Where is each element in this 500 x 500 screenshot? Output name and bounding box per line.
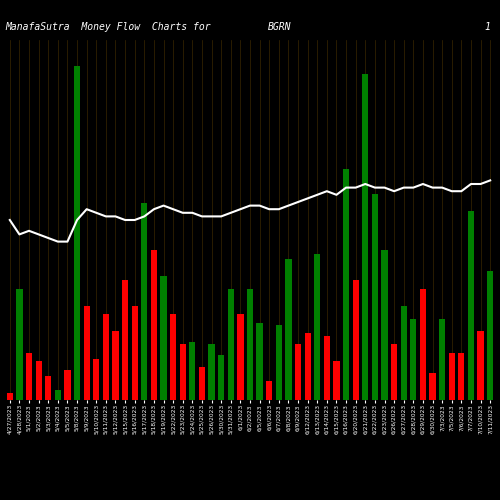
Bar — [430, 372, 436, 400]
Bar — [247, 288, 253, 400]
Bar — [391, 344, 397, 400]
Bar — [180, 344, 186, 400]
Bar — [468, 212, 474, 400]
Text: BGRN: BGRN — [268, 22, 292, 32]
Bar — [314, 254, 320, 400]
Bar — [256, 323, 262, 400]
Bar — [362, 74, 368, 400]
Bar — [93, 359, 100, 400]
Bar — [324, 336, 330, 400]
Bar — [54, 390, 61, 400]
Bar — [141, 203, 148, 400]
Bar — [132, 306, 138, 400]
Bar — [238, 314, 244, 400]
Bar — [199, 368, 205, 400]
Bar — [478, 332, 484, 400]
Bar — [352, 280, 359, 400]
Bar — [334, 362, 340, 400]
Bar — [420, 288, 426, 400]
Bar — [228, 288, 234, 400]
Bar — [36, 362, 42, 400]
Text: 1: 1 — [484, 22, 490, 32]
Text: ManafaSutra  Money Flow  Charts for: ManafaSutra Money Flow Charts for — [5, 22, 210, 32]
Bar — [410, 318, 416, 400]
Bar — [84, 306, 90, 400]
Bar — [487, 272, 494, 400]
Bar — [286, 258, 292, 400]
Bar — [26, 353, 32, 400]
Bar — [400, 306, 407, 400]
Bar — [160, 276, 166, 400]
Bar — [208, 344, 214, 400]
Bar — [6, 393, 13, 400]
Bar — [170, 314, 176, 400]
Bar — [64, 370, 70, 400]
Bar — [448, 353, 455, 400]
Bar — [343, 168, 349, 400]
Bar — [458, 353, 464, 400]
Bar — [218, 356, 224, 400]
Bar — [439, 318, 446, 400]
Bar — [382, 250, 388, 400]
Bar — [295, 344, 301, 400]
Bar — [372, 194, 378, 400]
Bar — [151, 250, 157, 400]
Bar — [16, 288, 22, 400]
Bar — [112, 332, 118, 400]
Bar — [103, 314, 109, 400]
Bar — [189, 342, 196, 400]
Bar — [276, 324, 282, 400]
Bar — [122, 280, 128, 400]
Bar — [304, 333, 311, 400]
Bar — [74, 66, 80, 400]
Bar — [266, 381, 272, 400]
Bar — [45, 376, 52, 400]
